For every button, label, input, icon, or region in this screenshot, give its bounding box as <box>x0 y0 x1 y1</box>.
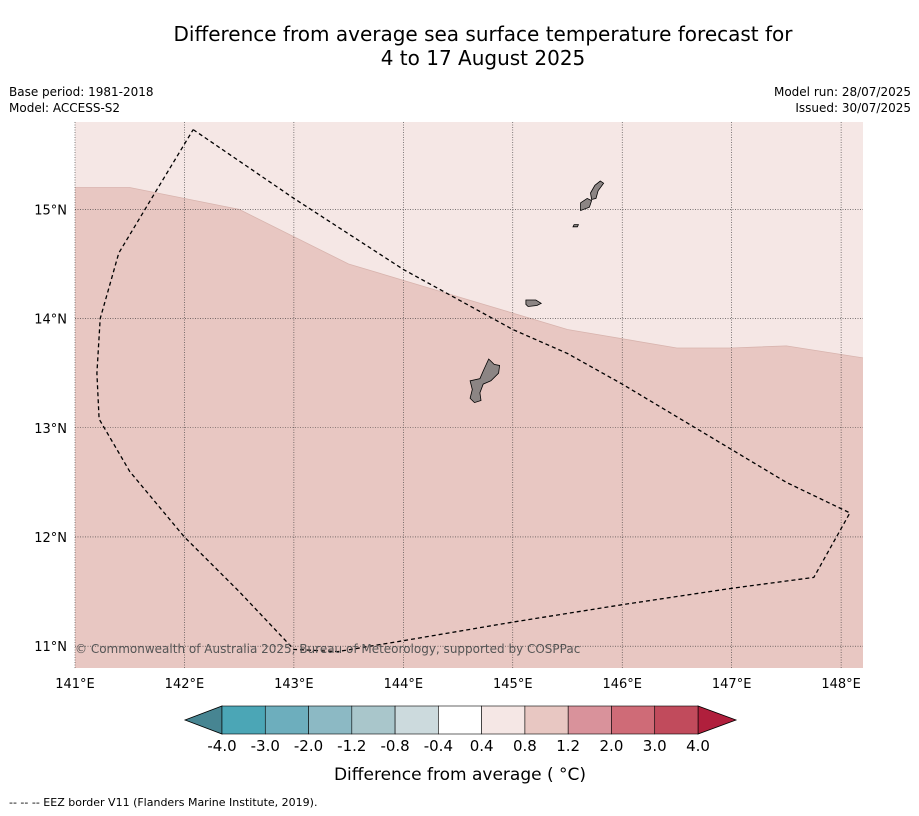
lat-tick-label: 14°N <box>34 313 67 328</box>
colorbar-swatch <box>351 705 396 735</box>
lon-tick-label: 141°E <box>55 677 95 692</box>
lat-tick-label: 11°N <box>34 640 67 655</box>
lat-tick-label: 13°N <box>34 422 67 437</box>
island <box>525 299 543 307</box>
lon-tick-label: 145°E <box>493 677 533 692</box>
copyright-text: © Commonwealth of Australia 2025, Bureau… <box>75 642 580 656</box>
island <box>580 197 593 212</box>
colorbar-tick-label: 4.0 <box>686 737 710 755</box>
colorbar-tick-label: -2.0 <box>294 737 323 755</box>
lon-tick-label: 142°E <box>165 677 205 692</box>
model-text: Model: ACCESS-S2 <box>9 101 121 115</box>
colorbar-tick-label: 3.0 <box>643 737 667 755</box>
lat-tick-label: 12°N <box>34 531 67 546</box>
model-run-text: Model run: 28/07/2025 <box>773 85 911 99</box>
colorbar-tick-label: -0.8 <box>380 737 409 755</box>
lon-tick-label: 148°E <box>821 677 861 692</box>
colorbar-swatch <box>438 705 482 735</box>
colorbar-tick-label: 1.2 <box>556 737 580 755</box>
meta-right: Model run: 28/07/2025 Issued: 30/07/2025 <box>774 84 911 116</box>
colorbar-swatch <box>264 705 309 735</box>
lon-tick-label: 144°E <box>384 677 424 692</box>
colorbar-swatch <box>654 705 699 735</box>
lat-tick-label: 15°N <box>34 203 67 218</box>
colorbar-under-arrow <box>183 705 223 735</box>
colorbar-swatch <box>567 705 612 735</box>
colorbar-swatch <box>221 705 266 735</box>
anomaly-region-0.8-1.2 <box>75 187 863 668</box>
island <box>469 358 501 404</box>
lon-tick-label: 147°E <box>712 677 752 692</box>
meta-left: Base period: 1981-2018 Model: ACCESS-S2 <box>9 84 154 116</box>
island <box>572 224 580 228</box>
colorbar-over-arrow <box>697 705 738 735</box>
issued-text: Issued: 30/07/2025 <box>795 101 911 115</box>
colorbar-tick-label: -1.2 <box>337 737 366 755</box>
anomaly-contour-0.8 <box>75 187 864 359</box>
colorbar-swatch <box>481 705 526 735</box>
eez-border <box>96 129 851 653</box>
colorbar-tick-label: -3.0 <box>251 737 280 755</box>
lon-tick-label: 146°E <box>602 677 642 692</box>
colorbar-tick-label: -0.4 <box>424 737 453 755</box>
eez-legend-text: -- -- -- EEZ border V11 (Flanders Marine… <box>9 796 318 809</box>
colorbar-swatch <box>611 705 656 735</box>
colorbar-swatch <box>308 705 353 735</box>
colorbar-label: Difference from average ( °C) <box>334 765 586 785</box>
colorbar-swatch <box>394 705 439 735</box>
island <box>590 180 605 200</box>
colorbar-tick-label: -4.0 <box>207 737 236 755</box>
base-period-text: Base period: 1981-2018 <box>9 85 154 99</box>
lon-tick-label: 143°E <box>274 677 314 692</box>
colorbar-tick-label: 0.4 <box>470 737 494 755</box>
colorbar-tick-label: 0.8 <box>513 737 537 755</box>
title-line-1: Difference from average sea surface temp… <box>173 22 793 46</box>
title-line-2: 4 to 17 August 2025 <box>380 46 586 70</box>
sst-anomaly-map: 141°E 142°E 143°E 144°E 145°E 146°E 147°E 148°E… <box>34 122 864 692</box>
page-title: Difference from average sea surface temp… <box>0 22 919 70</box>
colorbar-swatch <box>524 705 569 735</box>
colorbar-tick-label: 2.0 <box>600 737 624 755</box>
